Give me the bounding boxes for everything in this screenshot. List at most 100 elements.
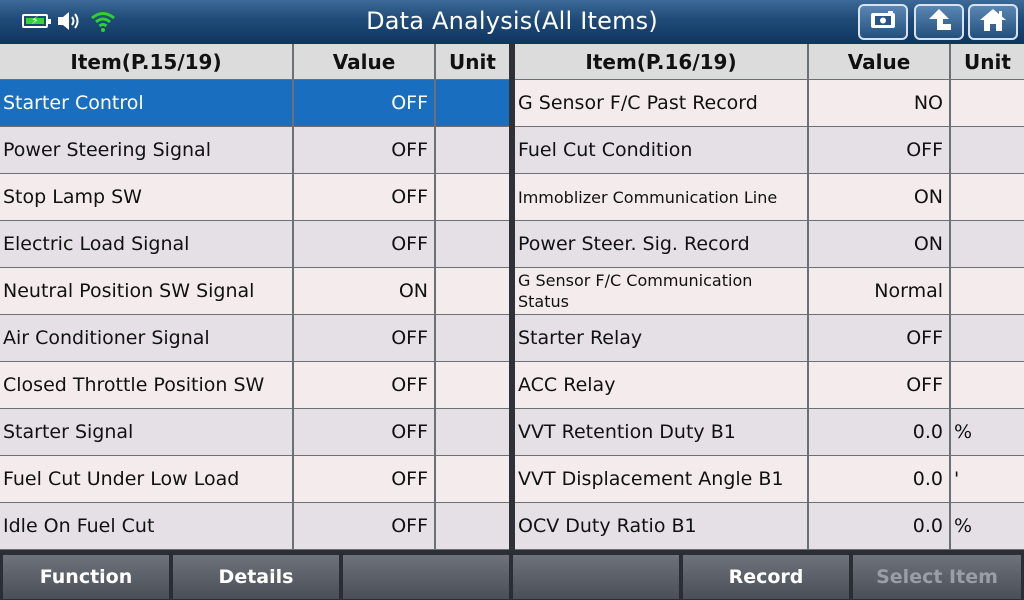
- row-value: OFF: [294, 362, 434, 408]
- table-row[interactable]: Fuel Cut Condition OFF: [515, 127, 1024, 173]
- table-row[interactable]: Power Steering Signal OFF: [0, 127, 509, 173]
- table-row[interactable]: G Sensor F/C Past Record NO: [515, 80, 1024, 126]
- row-unit: %: [951, 503, 1024, 549]
- row-item: Air Conditioner Signal: [0, 315, 292, 361]
- row-value: OFF: [294, 80, 434, 126]
- row-unit: [436, 174, 509, 220]
- row-item: Neutral Position SW Signal: [0, 268, 292, 314]
- table-row[interactable]: Starter Control OFF: [0, 80, 509, 126]
- row-unit: [436, 409, 509, 455]
- row-unit: %: [951, 409, 1024, 455]
- row-unit: ': [951, 456, 1024, 502]
- row-item: Fuel Cut Under Low Load: [0, 456, 292, 502]
- table-row[interactable]: G Sensor F/C Communication Status Normal: [515, 268, 1024, 314]
- table-row[interactable]: Power Steer. Sig. Record ON: [515, 221, 1024, 267]
- empty-button-3[interactable]: [342, 554, 510, 600]
- row-value: NO: [809, 80, 949, 126]
- row-unit: [436, 315, 509, 361]
- function-bar: Function Details Record Select Item: [0, 550, 1024, 600]
- row-value: OFF: [809, 127, 949, 173]
- left-data-table: Item(P.15/19) Value Unit Starter Control…: [0, 44, 509, 550]
- row-unit: [436, 127, 509, 173]
- row-item: Stop Lamp SW: [0, 174, 292, 220]
- row-item: Power Steer. Sig. Record: [515, 221, 807, 267]
- row-item: Fuel Cut Condition: [515, 127, 807, 173]
- row-item: Immoblizer Communication Line: [515, 174, 807, 220]
- home-button[interactable]: [968, 4, 1018, 40]
- row-value: ON: [294, 268, 434, 314]
- record-button[interactable]: Record: [682, 554, 850, 600]
- screenshot-button[interactable]: [858, 4, 908, 40]
- back-button[interactable]: [914, 4, 964, 40]
- row-item: Closed Throttle Position SW: [0, 362, 292, 408]
- row-unit: [951, 127, 1024, 173]
- table-row[interactable]: Stop Lamp SW OFF: [0, 174, 509, 220]
- right-header-unit[interactable]: Unit: [951, 44, 1024, 79]
- wifi-icon: [90, 9, 116, 33]
- row-unit: [436, 362, 509, 408]
- row-unit: [951, 174, 1024, 220]
- row-value: OFF: [294, 174, 434, 220]
- camera-screenshot-icon: [868, 9, 898, 35]
- table-row[interactable]: VVT Retention Duty B1 0.0 %: [515, 409, 1024, 455]
- table-row[interactable]: Starter Relay OFF: [515, 315, 1024, 361]
- table-row[interactable]: Immoblizer Communication Line ON: [515, 174, 1024, 220]
- speaker-icon: [56, 9, 82, 33]
- battery-charging-icon: ⚡: [22, 14, 51, 28]
- function-button[interactable]: Function: [2, 554, 170, 600]
- row-unit: [436, 221, 509, 267]
- table-row[interactable]: ACC Relay OFF: [515, 362, 1024, 408]
- page-title: Data Analysis(All Items): [366, 7, 658, 35]
- table-row[interactable]: Starter Signal OFF: [0, 409, 509, 455]
- home-icon: [978, 7, 1008, 37]
- row-value: OFF: [809, 315, 949, 361]
- row-item: VVT Displacement Angle B1: [515, 456, 807, 502]
- table-row[interactable]: Electric Load Signal OFF: [0, 221, 509, 267]
- table-divider: [509, 44, 515, 550]
- table-row[interactable]: Neutral Position SW Signal ON: [0, 268, 509, 314]
- row-unit: [951, 221, 1024, 267]
- row-item: Power Steering Signal: [0, 127, 292, 173]
- table-row[interactable]: VVT Displacement Angle B1 0.0 ': [515, 456, 1024, 502]
- left-header-value[interactable]: Value: [294, 44, 434, 79]
- empty-button-4[interactable]: [512, 554, 680, 600]
- table-row[interactable]: Closed Throttle Position SW OFF: [0, 362, 509, 408]
- row-item: ACC Relay: [515, 362, 807, 408]
- right-header-item[interactable]: Item(P.16/19): [515, 44, 807, 79]
- row-value: ON: [809, 221, 949, 267]
- row-value: Normal: [809, 268, 949, 314]
- row-unit: [951, 315, 1024, 361]
- row-unit: [951, 80, 1024, 126]
- right-header-value[interactable]: Value: [809, 44, 949, 79]
- row-value: 0.0: [809, 456, 949, 502]
- table-row[interactable]: Air Conditioner Signal OFF: [0, 315, 509, 361]
- row-unit: [436, 456, 509, 502]
- table-row[interactable]: Fuel Cut Under Low Load OFF: [0, 456, 509, 502]
- row-value: OFF: [294, 503, 434, 549]
- row-value: OFF: [809, 362, 949, 408]
- row-item: Idle On Fuel Cut: [0, 503, 292, 549]
- left-header-unit[interactable]: Unit: [436, 44, 509, 79]
- row-item: Starter Control: [0, 80, 292, 126]
- row-item: VVT Retention Duty B1: [515, 409, 807, 455]
- row-item: G Sensor F/C Communication Status: [515, 268, 807, 314]
- table-row[interactable]: Idle On Fuel Cut OFF: [0, 503, 509, 549]
- row-item: Electric Load Signal: [0, 221, 292, 267]
- row-unit: [436, 268, 509, 314]
- row-value: 0.0: [809, 409, 949, 455]
- row-item: OCV Duty Ratio B1: [515, 503, 807, 549]
- row-value: OFF: [294, 315, 434, 361]
- row-unit: [436, 503, 509, 549]
- row-value: ON: [809, 174, 949, 220]
- table-row[interactable]: OCV Duty Ratio B1 0.0 %: [515, 503, 1024, 549]
- status-icons: ⚡: [22, 8, 116, 34]
- details-button[interactable]: Details: [172, 554, 340, 600]
- row-value: OFF: [294, 409, 434, 455]
- row-value: 0.0: [809, 503, 949, 549]
- back-arrow-icon: [924, 7, 954, 37]
- select-item-button[interactable]: Select Item: [852, 554, 1022, 600]
- row-unit: [951, 362, 1024, 408]
- left-header-item[interactable]: Item(P.15/19): [0, 44, 292, 79]
- row-unit: [436, 80, 509, 126]
- title-bar: ⚡ Data Analysis(All Items): [0, 0, 1024, 44]
